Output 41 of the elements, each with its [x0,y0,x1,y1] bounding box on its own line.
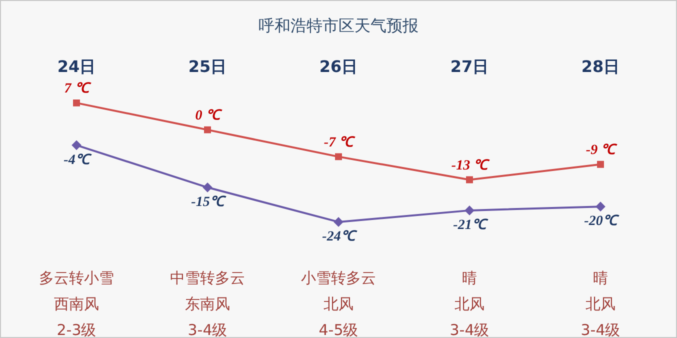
text: 小雪转多云 [301,268,376,287]
data-label: -7 ℃ [324,135,356,150]
data-label: -9 ℃ [586,142,618,158]
text: 3-4级 [188,320,228,338]
text: 3-4级 [580,320,620,338]
point [466,176,473,184]
point [465,206,474,215]
data-label: -24℃ [322,230,358,245]
text: 3-4级 [450,320,490,338]
point [203,182,212,192]
x-tick-label: 25日 [188,56,227,76]
text: 4-5级 [318,320,358,338]
data-label: -21℃ [453,218,489,234]
text: 西南风 [54,294,99,313]
text: 晴 [593,268,608,287]
chart-title: 呼和浩特市区天气预报 [258,16,418,35]
text: 北风 [586,294,616,313]
text: 北风 [454,294,484,313]
point [73,99,80,106]
text: 中雪转多云 [170,268,245,287]
data-label: -20℃ [584,214,620,230]
x-tick-label: 28日 [581,56,620,76]
data-label: 7 ℃ [64,82,92,97]
point [597,160,604,168]
text: 北风 [324,294,354,313]
text: 东南风 [185,294,230,313]
point [335,153,342,160]
text: 晴 [462,268,477,287]
point [334,217,343,226]
data-label: -13 ℃ [451,158,491,174]
x-tick-label: 24日 [57,56,96,76]
x-tick-label: 26日 [319,56,358,76]
x-tick-label: 27日 [450,56,489,76]
point [72,140,81,150]
data-label: -4℃ [64,152,92,168]
data-label: 0 ℃ [195,108,223,124]
text: 多云转小雪 [39,268,114,287]
data-label: -15℃ [191,195,227,210]
point [596,202,605,212]
point [204,126,211,134]
text: 2-3级 [56,320,96,338]
